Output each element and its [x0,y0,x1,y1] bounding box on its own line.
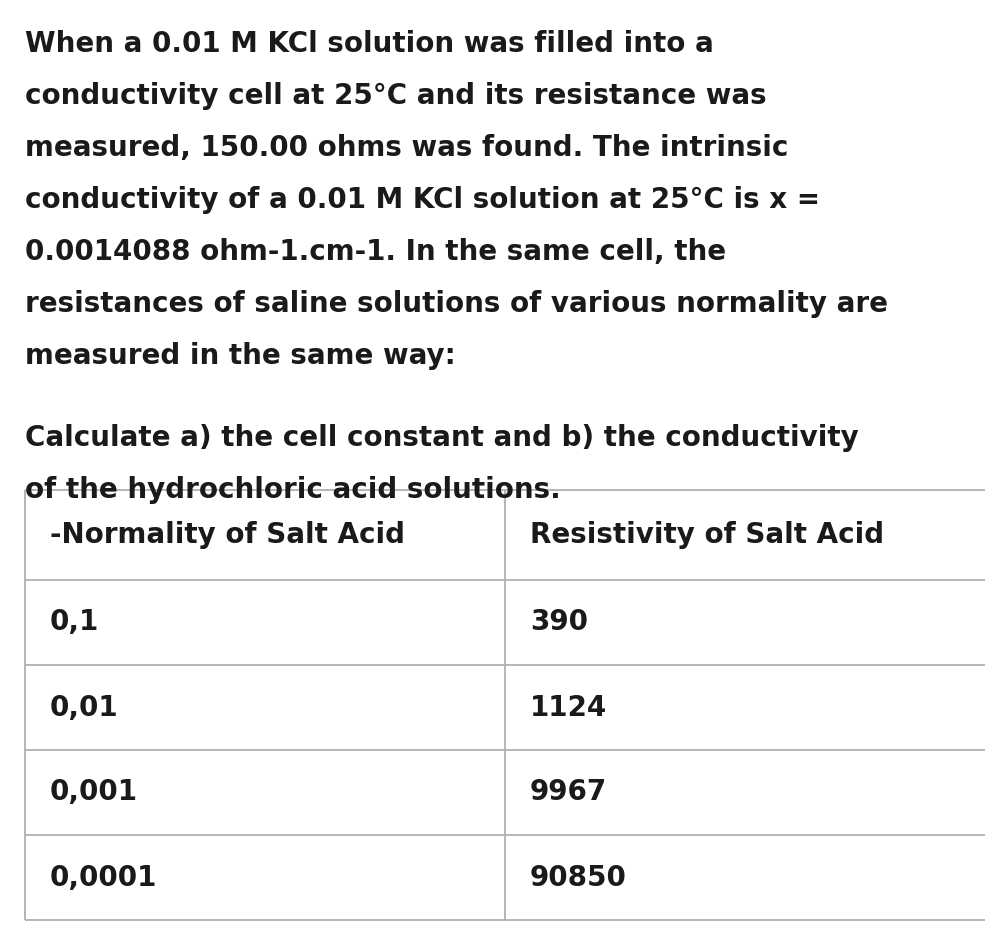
Text: of the hydrochloric acid solutions.: of the hydrochloric acid solutions. [25,476,561,504]
Text: 0.0014088 ohm-1.cm-1. In the same cell, the: 0.0014088 ohm-1.cm-1. In the same cell, … [25,238,726,266]
Text: When a 0.01 M KCl solution was filled into a: When a 0.01 M KCl solution was filled in… [25,30,714,58]
Text: conductivity of a 0.01 M KCl solution at 25°C is x =: conductivity of a 0.01 M KCl solution at… [25,186,821,214]
Text: 0,1: 0,1 [50,608,99,637]
Text: Calculate a) the cell constant and b) the conductivity: Calculate a) the cell constant and b) th… [25,424,859,452]
Text: 9967: 9967 [530,779,607,806]
Text: 390: 390 [530,608,588,637]
Text: resistances of saline solutions of various normality are: resistances of saline solutions of vario… [25,290,888,318]
Text: 0,001: 0,001 [50,779,138,806]
Text: 90850: 90850 [530,863,627,892]
Text: 0,01: 0,01 [50,693,119,721]
Text: 1124: 1124 [530,693,607,721]
Text: measured, 150.00 ohms was found. The intrinsic: measured, 150.00 ohms was found. The int… [25,134,789,162]
Text: -Normality of Salt Acid: -Normality of Salt Acid [50,521,405,549]
Text: 0,0001: 0,0001 [50,863,158,892]
Text: measured in the same way:: measured in the same way: [25,342,456,370]
Text: Resistivity of Salt Acid: Resistivity of Salt Acid [530,521,884,549]
Text: conductivity cell at 25°C and its resistance was: conductivity cell at 25°C and its resist… [25,82,767,110]
